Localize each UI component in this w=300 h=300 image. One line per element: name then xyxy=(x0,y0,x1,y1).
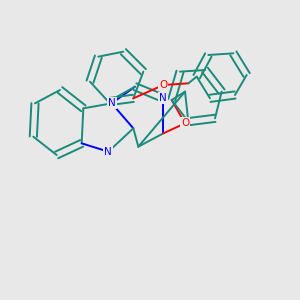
Text: N: N xyxy=(104,147,112,157)
Text: O: O xyxy=(181,118,189,128)
Text: N: N xyxy=(108,98,116,108)
Text: O: O xyxy=(159,80,167,90)
Text: N: N xyxy=(160,93,167,103)
